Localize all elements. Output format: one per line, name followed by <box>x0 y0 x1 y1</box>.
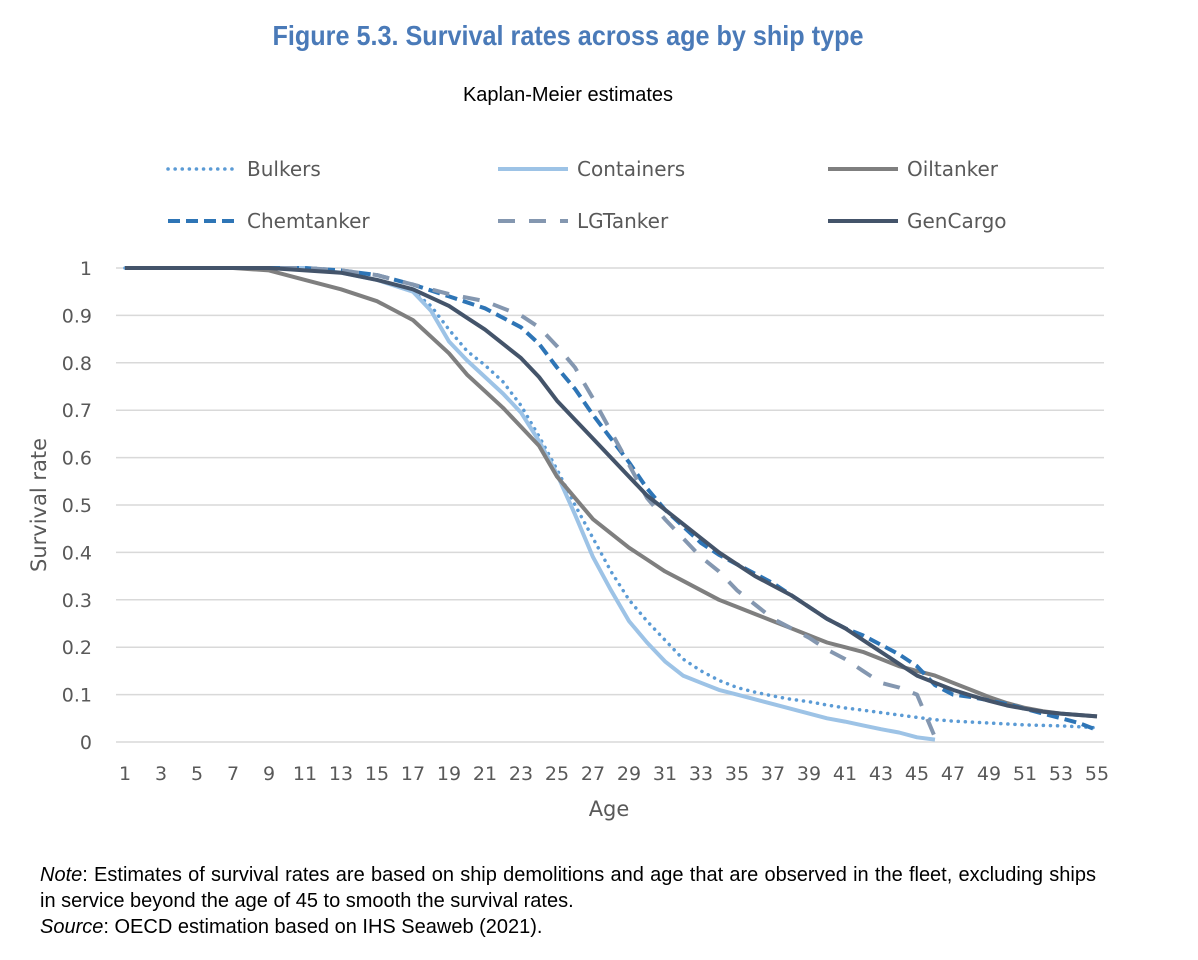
x-tick-label: 45 <box>905 763 929 785</box>
series-line-bulkers <box>123 266 1099 730</box>
source-text: : OECD estimation based on IHS Seaweb (2… <box>103 916 543 938</box>
series-line-lgtanker <box>125 266 937 739</box>
x-tick-label: 53 <box>1049 763 1073 785</box>
source-paragraph: Source: OECD estimation based on IHS Sea… <box>40 914 1096 940</box>
series-line-chemtanker <box>125 266 1098 732</box>
y-tick-label: 0.6 <box>62 448 92 470</box>
series-line-gencargo <box>125 266 1098 719</box>
x-tick-label: 25 <box>545 763 569 785</box>
chart-subtitle: Kaplan-Meier estimates <box>462 84 674 106</box>
y-tick-label: 0.1 <box>62 685 92 707</box>
y-tick-label: 1 <box>80 258 92 280</box>
series-line-containers <box>125 266 936 742</box>
x-tick-label: 15 <box>365 763 389 785</box>
survival-rate-chart: 00.10.20.30.40.50.60.70.80.911 3 5 7 9 11 13 15… <box>27 157 1109 821</box>
source-label: Source <box>40 916 104 938</box>
legend-label-oiltanker: Oiltanker <box>907 157 999 181</box>
x-axis-title: Age <box>589 797 630 821</box>
x-tick-label: 9 <box>263 763 275 785</box>
x-tick-label: 19 <box>437 763 461 785</box>
x-tick-label: 47 <box>941 763 965 785</box>
y-tick-label: 0.2 <box>62 637 92 659</box>
y-tick-label: 0.8 <box>62 353 92 375</box>
y-tick-label: 0.3 <box>62 590 92 612</box>
legend-label-containers: Containers <box>577 157 685 181</box>
y-tick-label: 0.5 <box>62 495 92 517</box>
note-text: : Estimates of survival rates are based … <box>40 864 1096 912</box>
x-tick-label: 17 <box>401 763 425 785</box>
x-tick-label: 1 <box>119 763 131 785</box>
y-tick-label: 0.7 <box>62 400 92 422</box>
x-tick-label: 5 <box>191 763 203 785</box>
y-axis-title: Survival rate <box>27 438 51 572</box>
x-tick-label: 7 <box>227 763 239 785</box>
y-tick-label: 0.9 <box>62 305 92 327</box>
x-tick-label: 13 <box>329 763 353 785</box>
x-tick-label: 31 <box>653 763 677 785</box>
legend-label-bulkers: Bulkers <box>247 157 321 181</box>
series-line-oiltanker <box>125 266 1098 719</box>
x-tick-label: 21 <box>473 763 497 785</box>
x-tick-label: 55 <box>1085 763 1109 785</box>
x-tick-label: 51 <box>1013 763 1037 785</box>
legend-label-lgtanker: LGTanker <box>577 209 669 233</box>
x-tick-label: 37 <box>761 763 785 785</box>
note-label: Note <box>40 864 83 886</box>
y-tick-label: 0.4 <box>62 542 92 564</box>
legend-label-chemtanker: Chemtanker <box>247 209 370 233</box>
x-tick-label: 23 <box>509 763 533 785</box>
x-tick-label: 43 <box>869 763 893 785</box>
x-tick-label: 41 <box>833 763 857 785</box>
x-tick-label: 49 <box>977 763 1001 785</box>
x-tick-label: 39 <box>797 763 821 785</box>
figure-title: Figure 5.3. Survival rates across age by… <box>272 20 864 51</box>
x-tick-label: 27 <box>581 763 605 785</box>
figure-note: Note: Estimates of survival rates are ba… <box>40 862 1096 940</box>
legend-label-gencargo: GenCargo <box>907 209 1007 233</box>
y-tick-label: 0 <box>80 732 92 754</box>
x-tick-label: 11 <box>293 763 317 785</box>
x-tick-label: 33 <box>689 763 713 785</box>
note-paragraph: Note: Estimates of survival rates are ba… <box>40 862 1096 914</box>
x-tick-label: 29 <box>617 763 641 785</box>
x-tick-label: 3 <box>155 763 167 785</box>
x-tick-label: 35 <box>725 763 749 785</box>
